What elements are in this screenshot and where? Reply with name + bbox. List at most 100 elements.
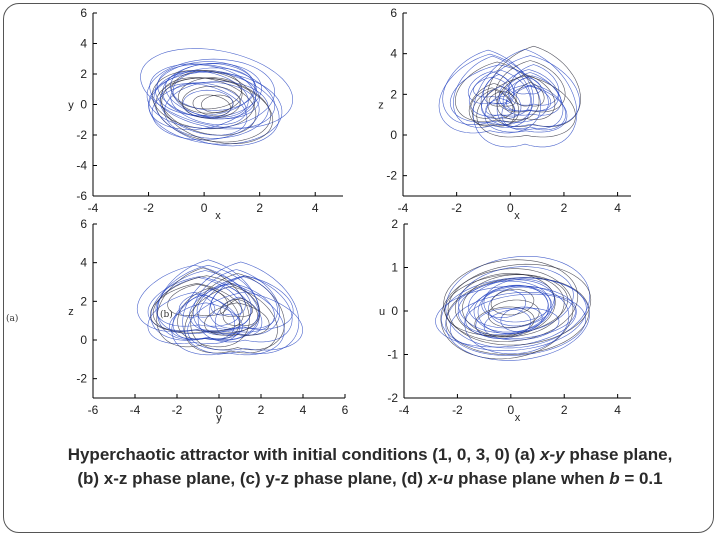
x-tick-label: 2 (561, 201, 568, 215)
trajectory-loop (502, 75, 562, 116)
x-tick-label: 2 (561, 403, 568, 417)
x-tick-label: 6 (342, 403, 349, 417)
plot-x-z: -4 -2 0 2 4 -2 0 2 4 6 x z (378, 6, 631, 222)
x-tick-label: -2 (452, 403, 463, 417)
y-tick-label: -1 (387, 348, 398, 362)
x-tick-label: -4 (398, 201, 409, 215)
y-tick-label: 0 (391, 304, 398, 318)
trajectory-loop (196, 275, 294, 330)
x-tick-label: 0 (507, 201, 514, 215)
x-tick-label: -2 (143, 201, 154, 215)
trajectory-trajectory (438, 45, 581, 148)
trajectory-loop (462, 274, 565, 337)
trajectory-loop (182, 261, 300, 354)
x-tick-label: 2 (256, 201, 263, 215)
trajectory-loop (465, 293, 576, 340)
trajectory-loop (513, 77, 542, 95)
trajectory-loop (192, 269, 280, 336)
trajectory-loop (187, 291, 303, 351)
y-tick-label: 6 (390, 6, 397, 20)
x-tick-label: 2 (258, 403, 265, 417)
caption-var-xy: x-y (540, 445, 565, 464)
x-axis-label: x (514, 210, 520, 222)
x-tick-label: 4 (300, 403, 307, 417)
trajectory-loop (473, 76, 511, 98)
trajectory-loop (496, 72, 564, 129)
trajectory-loop (136, 264, 252, 333)
trajectory-loop (500, 306, 543, 332)
y-tick-label: 2 (80, 67, 87, 81)
trajectory-loop (149, 63, 276, 130)
trajectory-loop (178, 77, 243, 114)
trajectory-loop (474, 306, 535, 338)
trajectory-loop (445, 277, 590, 361)
caption-text-4: = 0.1 (619, 469, 663, 488)
trajectory-loop (159, 83, 248, 136)
y-tick-label: 4 (80, 37, 87, 51)
trajectory-loop (447, 263, 592, 346)
y-axis-label: z (68, 306, 74, 318)
x-tick-label: -6 (88, 403, 99, 417)
trajectory-trajectory (140, 48, 294, 147)
y-tick-label: 2 (80, 294, 87, 308)
x-tick-label: -4 (130, 403, 141, 417)
trajectory-loop (485, 98, 516, 116)
y-axis-label: z (378, 100, 384, 112)
trajectory-loop (192, 94, 231, 117)
trajectory-loop (449, 292, 586, 356)
trajectory-loop (153, 70, 280, 147)
caption-text-1: Hyperchaotic attractor with initial cond… (67, 445, 541, 464)
trajectory-loop (498, 69, 559, 112)
y-tick-label: 0 (80, 98, 87, 112)
trajectory-trajectory (136, 259, 303, 356)
trajectory-loop (476, 75, 576, 138)
y-tick-label: 4 (80, 256, 87, 270)
x-tick-label: 4 (312, 201, 319, 215)
trajectory-loop (468, 279, 556, 329)
trajectory-loop (458, 266, 574, 334)
x-axis-label: y (216, 412, 222, 424)
trajectory-loop (169, 302, 243, 340)
caption-var-b: b (609, 469, 620, 488)
y-axis-label: y (68, 100, 74, 112)
x-tick-label: -2 (451, 201, 462, 215)
trajectory-loop (496, 74, 556, 120)
trajectory-loop (464, 285, 570, 355)
x-tick-label: 4 (614, 403, 621, 417)
y-tick-label: -2 (76, 128, 87, 142)
trajectory-loop (210, 286, 246, 316)
trajectory-loop (475, 308, 532, 339)
trajectory-loop (483, 307, 560, 341)
trajectory-loop (438, 53, 541, 134)
trajectory-loop (204, 302, 270, 336)
y-tick-label: -4 (76, 159, 87, 173)
y-tick-label: 6 (80, 217, 87, 231)
caption-var-xu: x-u (427, 469, 454, 488)
figure-caption: Hyperchaotic attractor with initial cond… (60, 443, 680, 491)
trajectory-loop (167, 283, 229, 316)
trajectory-loop (472, 48, 578, 148)
x-tick-label: 0 (507, 403, 514, 417)
trajectory-loop (161, 77, 274, 145)
trajectory-loop (146, 58, 275, 129)
y-tick-label: 0 (80, 333, 87, 347)
trajectory-loop (473, 285, 553, 333)
trajectory-loop (501, 84, 566, 131)
x-tick-label: 4 (614, 201, 621, 215)
trajectory-loop (443, 259, 579, 342)
trajectory-loop (152, 275, 261, 334)
trajectory-loop (483, 74, 515, 105)
trajectory-loop (440, 268, 574, 360)
trajectory-loop (209, 276, 278, 329)
trajectory-loop (452, 55, 532, 128)
trajectory-loop (178, 293, 216, 318)
trajectory-loop (445, 256, 590, 349)
x-tick-label: 0 (201, 201, 208, 215)
trajectory-loop (481, 289, 526, 319)
trajectory-loop (181, 85, 241, 119)
trajectory-loop (148, 67, 258, 130)
trajectory-loop (454, 273, 556, 338)
trajectory-loop (488, 90, 516, 107)
